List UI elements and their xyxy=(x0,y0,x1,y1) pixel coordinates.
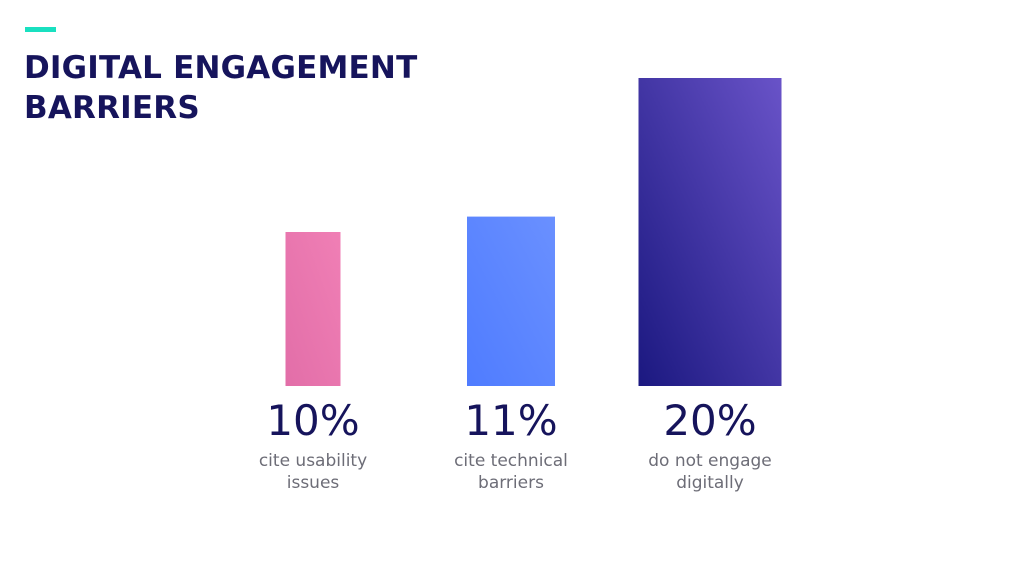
bar-not-engaged xyxy=(638,78,782,386)
value-label-not-engaged: 20% xyxy=(663,396,757,445)
bar-usability xyxy=(285,232,341,386)
value-label-technical: 11% xyxy=(464,396,558,445)
page-title: DIGITAL ENGAGEMENT BARRIERS xyxy=(24,50,418,126)
category-label-not-engaged: do not engage digitally xyxy=(648,451,772,493)
bar-technical xyxy=(467,216,555,386)
category-label-technical: cite technical barriers xyxy=(454,451,568,493)
title-accent-bar xyxy=(25,27,56,32)
category-label-usability: cite usability issues xyxy=(258,451,368,493)
value-label-usability: 10% xyxy=(266,396,360,445)
